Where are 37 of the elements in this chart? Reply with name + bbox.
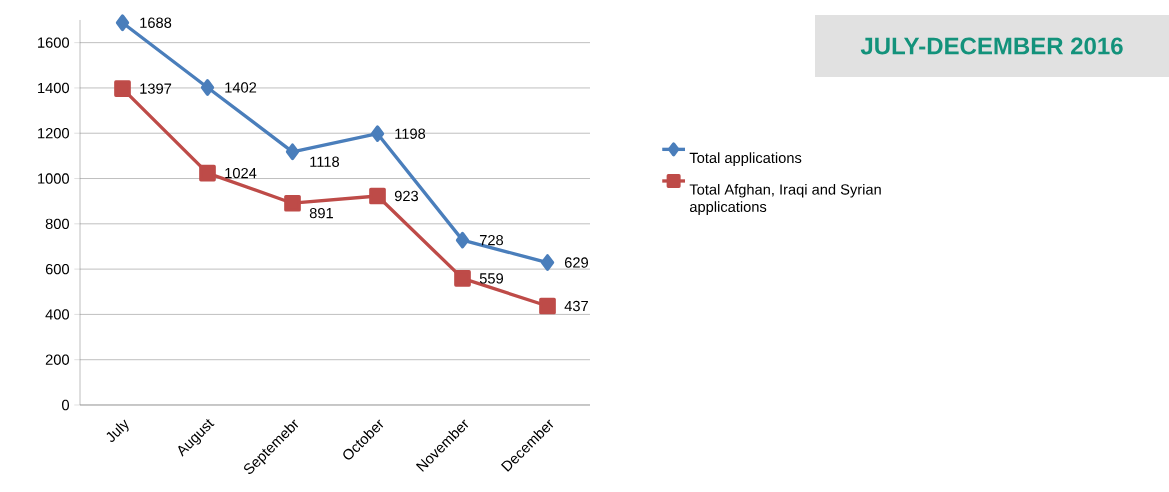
point xyxy=(285,143,300,161)
point xyxy=(540,254,555,271)
data-label: 1198 xyxy=(395,128,426,139)
data-label: 629 xyxy=(564,257,588,268)
data-label: 1118 xyxy=(310,156,340,167)
point xyxy=(369,187,386,205)
data-label: 728 xyxy=(479,234,504,246)
point xyxy=(115,14,130,32)
point xyxy=(200,79,215,96)
y-tick-label: 400 xyxy=(45,309,70,320)
data-label: 923 xyxy=(394,190,419,202)
text: JULY-DECEMBER 2016 xyxy=(860,37,1123,55)
point xyxy=(370,125,385,143)
y-tick-label: 1000 xyxy=(38,173,70,184)
legend-label: Total applications xyxy=(689,152,802,166)
y-tick-label: 1400 xyxy=(38,82,70,94)
y-tick-label: 600 xyxy=(45,263,70,275)
data-label: 1688 xyxy=(140,17,172,28)
y-tick-label: 200 xyxy=(45,354,70,365)
point xyxy=(454,270,471,287)
data-label: 1397 xyxy=(140,83,172,94)
x-tick-label: July xyxy=(106,419,129,443)
text: Total Afghan, Iraqi and Syrian applications xyxy=(689,183,881,215)
point xyxy=(539,297,556,315)
y-tick-label: 800 xyxy=(45,218,70,230)
point xyxy=(455,231,470,249)
data-label: 559 xyxy=(479,273,503,284)
data-label: 1402 xyxy=(225,82,257,93)
point xyxy=(114,80,131,97)
data-label: 891 xyxy=(309,207,333,219)
point xyxy=(284,194,301,212)
y-tick-label: 1600 xyxy=(38,37,70,48)
point xyxy=(199,164,216,182)
y-tick-label: 1200 xyxy=(38,128,70,139)
data-label: 437 xyxy=(564,300,588,312)
y-tick-label: 0 xyxy=(62,399,70,411)
data-label: 1024 xyxy=(225,167,257,179)
